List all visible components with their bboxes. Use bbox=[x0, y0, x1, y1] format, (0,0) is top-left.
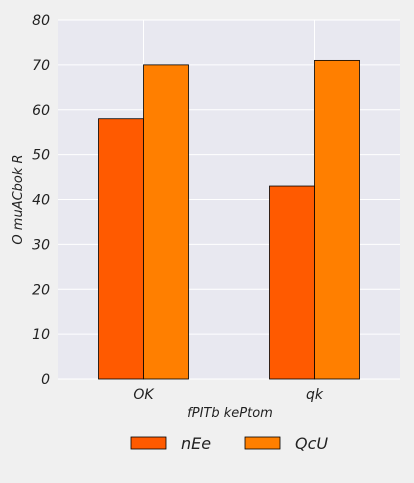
bars bbox=[98, 59, 360, 380]
x-tick-label: OK bbox=[133, 387, 155, 403]
y-axis-label: O muACbok R bbox=[11, 154, 26, 244]
y-tick-label: 40 bbox=[32, 193, 50, 209]
bar-nEe-qk bbox=[269, 185, 315, 380]
y-tick-label: 70 bbox=[32, 58, 50, 74]
legend: nEe QcU bbox=[130, 434, 328, 453]
x-axis-label: fPITb kePtom bbox=[187, 406, 273, 421]
y-tick-label: 20 bbox=[32, 282, 50, 298]
y-tick-label: 10 bbox=[32, 327, 50, 343]
y-axis-ticks: 0 10 20 30 40 50 60 70 80 bbox=[32, 13, 50, 388]
legend-label-QcU: QcU bbox=[295, 434, 328, 453]
y-tick-label: 80 bbox=[32, 13, 50, 29]
legend-swatch-QcU bbox=[244, 436, 281, 450]
y-tick-label: 0 bbox=[41, 372, 50, 388]
x-tick-label: qk bbox=[306, 387, 324, 403]
y-tick-label: 60 bbox=[32, 103, 50, 119]
legend-swatch-nEe bbox=[130, 436, 167, 450]
x-axis-ticks: OK qk bbox=[133, 387, 323, 403]
y-tick-label: 50 bbox=[32, 148, 50, 164]
y-tick-label: 30 bbox=[32, 237, 50, 253]
legend-label-nEe: nEe bbox=[181, 434, 211, 453]
bar-QcU-qk bbox=[314, 59, 360, 380]
bar-nEe-OK bbox=[98, 118, 144, 380]
bar-QcU-OK bbox=[143, 64, 189, 380]
